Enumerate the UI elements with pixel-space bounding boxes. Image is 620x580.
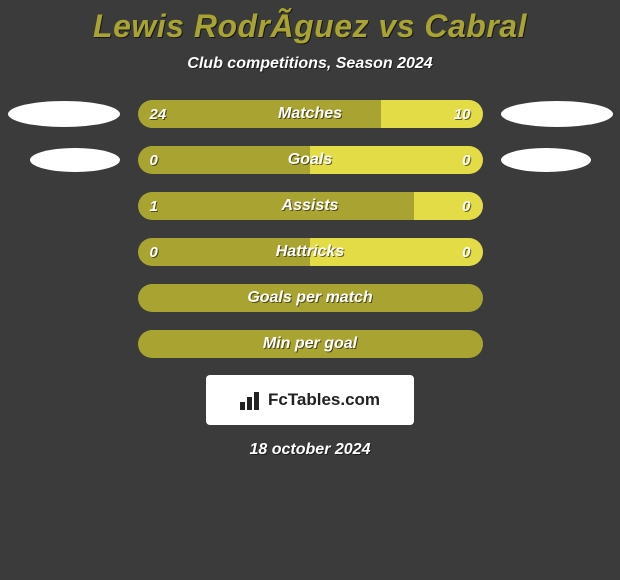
stat-label: Assists [138, 192, 483, 220]
stat-label: Min per goal [138, 330, 483, 358]
player-right-ellipse [501, 101, 613, 127]
stat-row: 00Goals [0, 145, 620, 175]
brand-badge: FcTables.com [206, 375, 414, 425]
brand-chart-icon [240, 390, 262, 410]
stat-label: Goals [138, 146, 483, 174]
stat-row: Goals per match [0, 283, 620, 313]
stat-bar: Min per goal [138, 330, 483, 358]
player-left-ellipse [30, 148, 120, 172]
stat-bar: 00Hattricks [138, 238, 483, 266]
bars-container: 2410Matches 00Goals 10Assists 00Hattricks Go… [0, 99, 620, 359]
date-label: 18 october 2024 [0, 441, 620, 459]
stat-row: 2410Matches [0, 99, 620, 129]
stat-label: Hattricks [138, 238, 483, 266]
stat-bar: 00Goals [138, 146, 483, 174]
stat-bar: 10Assists [138, 192, 483, 220]
stat-label: Goals per match [138, 284, 483, 312]
stat-bar: 2410Matches [138, 100, 483, 128]
player-right-ellipse [501, 148, 591, 172]
stat-row: Min per goal [0, 329, 620, 359]
player-left-ellipse [8, 101, 120, 127]
page-title: Lewis RodrÃ­guez vs Cabral [0, 8, 620, 45]
stat-row: 00Hattricks [0, 237, 620, 267]
stat-bar: Goals per match [138, 284, 483, 312]
brand-text: FcTables.com [268, 390, 380, 410]
page-subtitle: Club competitions, Season 2024 [0, 55, 620, 73]
comparison-card: Lewis RodrÃ­guez vs Cabral Club competit… [0, 0, 620, 580]
stat-row: 10Assists [0, 191, 620, 221]
stat-label: Matches [138, 100, 483, 128]
